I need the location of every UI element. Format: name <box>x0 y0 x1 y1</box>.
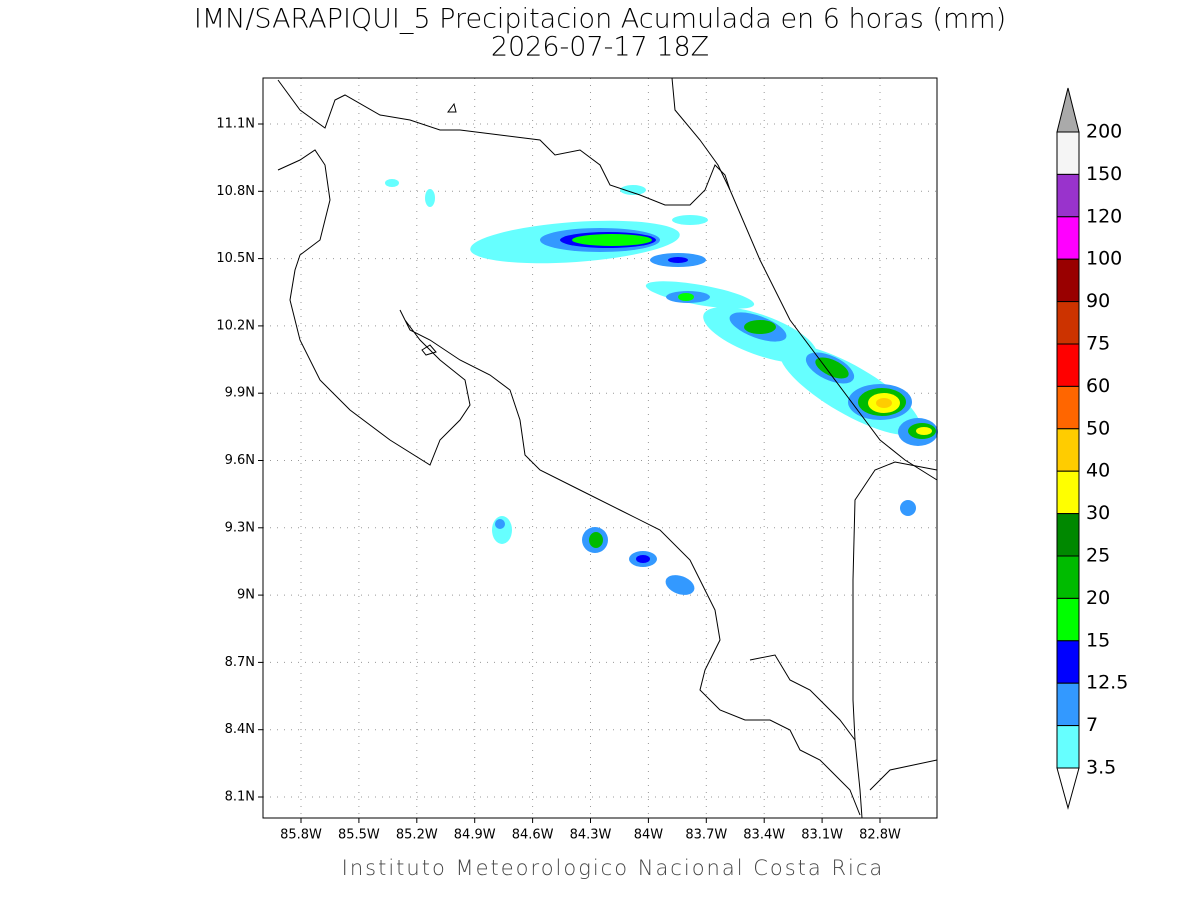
lat-label: 10.5N <box>216 251 255 266</box>
colorbar-box <box>1056 470 1080 515</box>
lon-label: 85.8W <box>280 828 322 843</box>
precip-area <box>665 575 695 595</box>
lat-label: 9.9N <box>225 386 255 401</box>
colorbar-label: 40 <box>1086 460 1110 482</box>
colorbar-box <box>1056 428 1080 472</box>
colorbar-label: 100 <box>1086 248 1122 270</box>
coastline <box>671 77 938 481</box>
lat-label: 8.1N <box>225 790 255 805</box>
coastline <box>749 654 856 741</box>
title: IMN/SARAPIQUI_5 Precipitacion Acumulada … <box>194 4 1006 35</box>
lon-label: 83.1W <box>801 828 843 843</box>
island <box>421 344 437 356</box>
lat-label: 8.4N <box>225 722 255 737</box>
border <box>852 461 938 819</box>
precipitation <box>385 179 938 595</box>
coastline <box>277 79 731 206</box>
colorbar-box <box>1056 301 1080 345</box>
precip-area <box>589 532 603 548</box>
lon-label: 84.9W <box>454 828 496 843</box>
lat-label: 8.7N <box>225 655 255 670</box>
lon-label: 84.6W <box>512 828 554 843</box>
precip-area <box>572 234 652 246</box>
precip-area <box>672 215 708 225</box>
colorbar: 200 150 120 100 90 75 60 50 40 30 25 20 15 12.5 7 3.5 <box>1056 87 1128 810</box>
colorbar-box <box>1056 173 1080 218</box>
coastline <box>869 759 938 791</box>
precip-area <box>425 189 435 207</box>
colorbar-label: 75 <box>1086 333 1110 355</box>
lat-label: 11.1N <box>216 117 255 132</box>
lon-label: 83.7W <box>685 828 727 843</box>
lat-label: 10.2N <box>216 318 255 333</box>
colorbar-box <box>1056 343 1080 387</box>
lon-label: 83.4W <box>743 828 785 843</box>
map-frame <box>262 77 938 819</box>
colorbar-box <box>1056 640 1080 684</box>
colorbar-box <box>1056 385 1080 430</box>
lat-label: 9.6N <box>225 453 255 468</box>
colorbar-label: 90 <box>1086 290 1110 312</box>
subtitle: 2026-07-17 18Z <box>491 32 709 63</box>
lat-label: 9.3N <box>225 520 255 535</box>
lon-label: 84.3W <box>570 828 612 843</box>
colorbar-label: 150 <box>1086 163 1122 185</box>
colorbar-box <box>1056 216 1080 260</box>
footer: Instituto Meteorologico Nacional Costa R… <box>342 856 885 880</box>
precip-area <box>636 555 650 563</box>
colorbar-under <box>1056 767 1080 810</box>
lon-label: 84W <box>634 828 664 843</box>
lat-label: 10.8N <box>216 184 255 199</box>
colorbar-box <box>1056 513 1080 557</box>
colorbar-label: 12.5 <box>1086 672 1128 694</box>
colorbar-label: 200 <box>1086 121 1122 143</box>
colorbar-box <box>1056 131 1080 175</box>
precip-area <box>620 185 646 195</box>
colorbar-box <box>1056 725 1080 769</box>
precip-area <box>876 398 892 408</box>
precip-area <box>900 500 916 516</box>
colorbar-label: 120 <box>1086 205 1122 227</box>
lat-label: 9N <box>237 588 255 603</box>
precip-area <box>495 519 505 529</box>
colorbar-label: 50 <box>1086 417 1110 439</box>
colorbar-label: 30 <box>1086 502 1110 524</box>
grid: 85.8W 85.5W 85.2W 84.9W 84.6W 84.3W 84W 83.7W 83… <box>216 78 937 843</box>
colorbar-label: 7 <box>1086 714 1098 736</box>
precip-area <box>668 257 688 263</box>
precip-area <box>385 179 399 187</box>
colorbar-label: 25 <box>1086 545 1110 567</box>
coastline <box>277 149 861 816</box>
lon-label: 82.8W <box>859 828 901 843</box>
precip-area <box>815 357 849 379</box>
colorbar-box <box>1056 597 1080 642</box>
colorbar-label: 15 <box>1086 629 1110 651</box>
coastlines <box>277 77 938 819</box>
precip-area <box>744 320 776 334</box>
colorbar-label: 3.5 <box>1086 757 1116 779</box>
precip-area <box>916 427 932 435</box>
lon-label: 85.2W <box>396 828 438 843</box>
colorbar-label: 20 <box>1086 587 1110 609</box>
colorbar-label: 60 <box>1086 375 1110 397</box>
colorbar-box <box>1056 258 1080 303</box>
colorbar-box <box>1056 682 1080 727</box>
lon-label: 85.5W <box>338 828 380 843</box>
colorbar-box <box>1056 555 1080 599</box>
precip-area <box>678 293 694 301</box>
island <box>447 102 457 113</box>
